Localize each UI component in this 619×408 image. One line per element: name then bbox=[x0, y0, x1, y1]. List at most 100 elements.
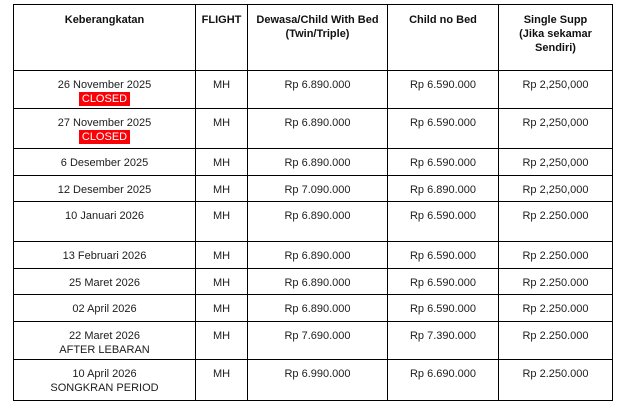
departure-date: 27 November 2025 bbox=[57, 117, 152, 129]
table-row: 22 Maret 2026 AFTER LEBARAN MH Rp 7.690.… bbox=[13, 321, 613, 360]
single-supp-price: Rp 2,250,000 bbox=[522, 79, 589, 91]
adult-price-cell: Rp 6.890.000 bbox=[247, 201, 388, 242]
table-row: 26 November 2025 CLOSED MH Rp 6.890.000 … bbox=[13, 70, 613, 109]
departure-cell: 27 November 2025 CLOSED bbox=[13, 108, 196, 149]
departure-cell: 22 Maret 2026 AFTER LEBARAN bbox=[13, 321, 196, 360]
flight-cell: MH bbox=[195, 201, 248, 242]
child-no-bed-price-cell: Rp 6.590.000 bbox=[387, 294, 499, 322]
flight-cell: MH bbox=[195, 175, 248, 202]
adult-child-with-bed-price: Rp 6.890.000 bbox=[284, 277, 351, 289]
table-row: 10 Januari 2026 MH Rp 6.890.000 Rp 6.590… bbox=[13, 201, 613, 242]
child-no-bed-price: Rp 6.590.000 bbox=[409, 117, 477, 129]
departure-cell: 10 Januari 2026 bbox=[13, 201, 196, 242]
column-header-adult-child-with-bed: Dewasa/Child With Bed (Twin/Triple) bbox=[247, 4, 388, 71]
child-no-bed-price-cell: Rp 6.590.000 bbox=[387, 241, 499, 269]
departure-date: 10 Januari 2026 bbox=[65, 210, 144, 222]
header-row: Keberangkatan FLIGHT Dewasa/Child With B… bbox=[13, 4, 613, 71]
adult-price-cell: Rp 6.890.000 bbox=[247, 148, 388, 176]
departure-date: 10 April 2026 bbox=[72, 368, 137, 380]
departure-cell: 10 April 2026 SONGKRAN PERIOD bbox=[13, 359, 196, 401]
child-no-bed-price: Rp 6.590.000 bbox=[409, 79, 477, 91]
departure-cell: 02 April 2026 bbox=[13, 294, 196, 322]
table-row: 27 November 2025 CLOSED MH Rp 6.890.000 … bbox=[13, 108, 613, 149]
single-supp-price-cell: Rp 2.250.000 bbox=[498, 294, 613, 322]
adult-child-with-bed-price: Rp 7.090.000 bbox=[284, 184, 351, 196]
single-supp-price: Rp 2,250,000 bbox=[522, 184, 589, 196]
flight-code: MH bbox=[212, 117, 231, 129]
adult-price-cell: Rp 6.990.000 bbox=[247, 359, 388, 401]
column-header-flight: FLIGHT bbox=[195, 4, 248, 71]
departure-cell: 12 Desember 2025 bbox=[13, 175, 196, 202]
child-no-bed-price-cell: Rp 6.690.000 bbox=[387, 359, 499, 401]
table-row: 12 Desember 2025 MH Rp 7.090.000 Rp 6.89… bbox=[13, 175, 613, 202]
closed-status-badge: CLOSED bbox=[78, 92, 131, 106]
table-row: 6 Desember 2025 MH Rp 6.890.000 Rp 6.590… bbox=[13, 148, 613, 176]
column-header-single-supp: Single Supp (Jika sekamar Sendiri) bbox=[498, 4, 613, 71]
flight-cell: MH bbox=[195, 108, 248, 149]
child-no-bed-price-cell: Rp 6.590.000 bbox=[387, 148, 499, 176]
adult-price-cell: Rp 7.090.000 bbox=[247, 175, 388, 202]
single-supp-price: Rp 2.250.000 bbox=[522, 368, 589, 380]
child-no-bed-price: Rp 6.890.000 bbox=[409, 184, 477, 196]
flight-code: MH bbox=[212, 210, 231, 222]
flight-code: MH bbox=[212, 250, 231, 262]
child-no-bed-price: Rp 7.390.000 bbox=[409, 330, 477, 342]
table-body: 26 November 2025 CLOSED MH Rp 6.890.000 … bbox=[13, 70, 613, 401]
departure-cell: 25 Maret 2026 bbox=[13, 268, 196, 295]
adult-child-with-bed-price: Rp 6.890.000 bbox=[284, 303, 351, 315]
flight-cell: MH bbox=[195, 321, 248, 360]
closed-status-badge: CLOSED bbox=[78, 130, 131, 144]
child-no-bed-price-cell: Rp 7.390.000 bbox=[387, 321, 499, 360]
single-supp-price: Rp 2.250.000 bbox=[522, 277, 589, 289]
single-supp-price-cell: Rp 2,250,000 bbox=[498, 70, 613, 109]
single-supp-price-cell: Rp 2,250,000 bbox=[498, 175, 613, 202]
flight-cell: MH bbox=[195, 148, 248, 176]
child-no-bed-price-cell: Rp 6.590.000 bbox=[387, 268, 499, 295]
table-row: 13 Februari 2026 MH Rp 6.890.000 Rp 6.59… bbox=[13, 241, 613, 269]
flight-code: MH bbox=[212, 303, 231, 315]
adult-price-cell: Rp 6.890.000 bbox=[247, 70, 388, 109]
flight-cell: MH bbox=[195, 268, 248, 295]
departure-date: 25 Maret 2026 bbox=[69, 277, 140, 289]
adult-child-with-bed-price: Rp 6.890.000 bbox=[284, 157, 351, 169]
single-supp-price: Rp 2.250.000 bbox=[522, 210, 589, 222]
departure-date: 22 Maret 2026 bbox=[69, 330, 140, 342]
flight-code: MH bbox=[212, 330, 231, 342]
adult-price-cell: Rp 6.890.000 bbox=[247, 108, 388, 149]
child-no-bed-price-cell: Rp 6.590.000 bbox=[387, 108, 499, 149]
flight-cell: MH bbox=[195, 241, 248, 269]
child-no-bed-price-cell: Rp 6.590.000 bbox=[387, 201, 499, 242]
single-supp-price-cell: Rp 2.250.000 bbox=[498, 321, 613, 360]
child-no-bed-price-cell: Rp 6.890.000 bbox=[387, 175, 499, 202]
adult-child-with-bed-price: Rp 7.690.000 bbox=[284, 330, 351, 342]
single-supp-price-cell: Rp 2,250,000 bbox=[498, 148, 613, 176]
single-supp-price: Rp 2.250.000 bbox=[522, 330, 589, 342]
departure-date: 02 April 2026 bbox=[72, 303, 137, 315]
adult-child-with-bed-price: Rp 6.890.000 bbox=[284, 250, 351, 262]
column-header-child-no-bed: Child no Bed bbox=[387, 4, 499, 71]
single-supp-price-cell: Rp 2.250.000 bbox=[498, 201, 613, 242]
single-supp-price-cell: Rp 2.250.000 bbox=[498, 241, 613, 269]
departure-cell: 13 Februari 2026 bbox=[13, 241, 196, 269]
table-row: 02 April 2026 MH Rp 6.890.000 Rp 6.590.0… bbox=[13, 294, 613, 322]
departure-subtitle: AFTER LEBARAN bbox=[59, 344, 150, 356]
departure-date: 13 Februari 2026 bbox=[62, 250, 147, 262]
adult-price-cell: Rp 7.690.000 bbox=[247, 321, 388, 360]
adult-child-with-bed-price: Rp 6.890.000 bbox=[284, 210, 351, 222]
child-no-bed-price: Rp 6.590.000 bbox=[409, 250, 477, 262]
child-no-bed-price: Rp 6.590.000 bbox=[409, 157, 477, 169]
table-row: 10 April 2026 SONGKRAN PERIOD MH Rp 6.99… bbox=[13, 359, 613, 401]
departure-date: 12 Desember 2025 bbox=[57, 184, 152, 196]
adult-price-cell: Rp 6.890.000 bbox=[247, 241, 388, 269]
single-supp-price: Rp 2.250.000 bbox=[522, 250, 589, 262]
child-no-bed-price-cell: Rp 6.590.000 bbox=[387, 70, 499, 109]
departure-subtitle: SONGKRAN PERIOD bbox=[50, 382, 159, 394]
adult-price-cell: Rp 6.890.000 bbox=[247, 268, 388, 295]
departure-cell: 26 November 2025 CLOSED bbox=[13, 70, 196, 109]
departure-date: 6 Desember 2025 bbox=[60, 157, 149, 169]
departure-cell: 6 Desember 2025 bbox=[13, 148, 196, 176]
flight-cell: MH bbox=[195, 70, 248, 109]
single-supp-price-cell: Rp 2,250,000 bbox=[498, 108, 613, 149]
table-row: 25 Maret 2026 MH Rp 6.890.000 Rp 6.590.0… bbox=[13, 268, 613, 295]
